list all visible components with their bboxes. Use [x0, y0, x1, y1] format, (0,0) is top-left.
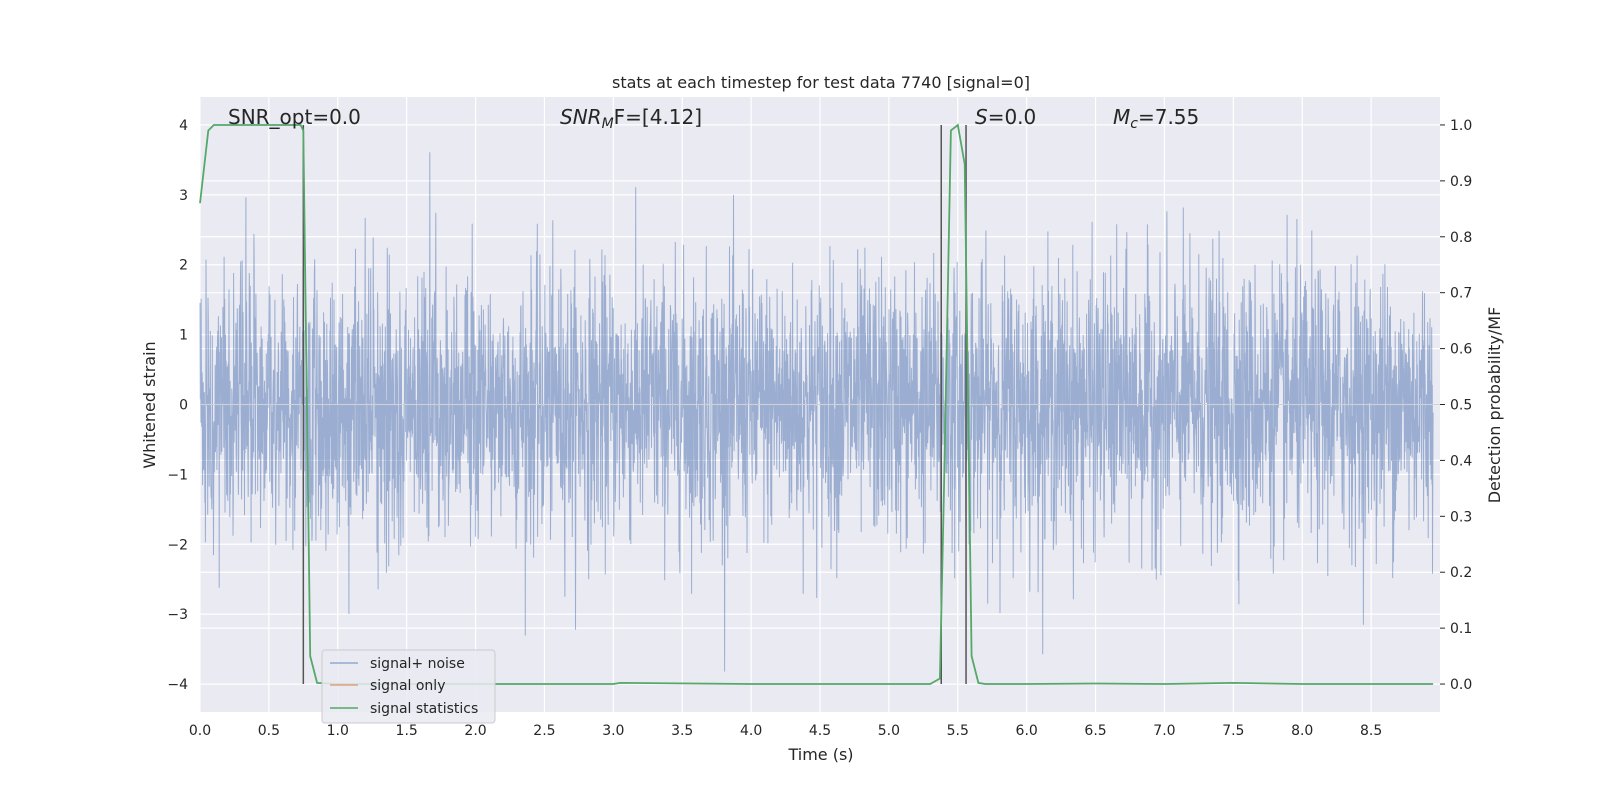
y-tick-label-right: 0.5: [1450, 398, 1472, 414]
y-axis-label: Whitened strain: [140, 341, 159, 468]
y-tick-label: 1: [179, 328, 188, 344]
noise-series: [199, 152, 1434, 672]
annotation-mc-main: M: [1113, 105, 1130, 129]
y-tick-label-right: 0.1: [1450, 621, 1472, 637]
x-tick-label: 7.5: [1222, 723, 1244, 739]
x-tick-label: 5.0: [878, 723, 900, 739]
x-tick-label: 8.5: [1360, 723, 1382, 739]
x-tick-label: 1.5: [396, 723, 418, 739]
signal-statistics-line: [199, 123, 1434, 685]
x-tick-label: 4.5: [809, 723, 831, 739]
annotation-snr-mf: SNRMF=[4.12]: [560, 105, 702, 132]
x-tick-label: 1.0: [327, 723, 349, 739]
y-axis-label-right: Detection probability/MF: [1485, 307, 1504, 504]
x-tick-label: 3.5: [671, 723, 693, 739]
x-tick-label: 0.0: [189, 723, 211, 739]
y-tick-label: 0: [179, 398, 188, 414]
x-tick-label: 3.0: [602, 723, 624, 739]
legend-label-signal-statistics: signal statistics: [370, 701, 478, 717]
y-tick-label-right: 0.9: [1450, 174, 1472, 190]
annotation-s: S=0.0: [975, 105, 1036, 129]
legend-label-signal-noise: signal+ noise: [370, 656, 465, 672]
annotation-mc-sub: c: [1130, 116, 1138, 132]
annotation-s-italic: S: [975, 105, 988, 129]
x-tick-label: 2.5: [533, 723, 555, 739]
x-tick-label: 4.0: [740, 723, 762, 739]
statistics-series: [199, 123, 1434, 685]
y-tick-label: −4: [167, 677, 188, 693]
legend-box: [321, 649, 496, 724]
y-tick-label-right: 0.3: [1450, 509, 1472, 525]
x-tick-label: 6.5: [1084, 723, 1106, 739]
x-tick-label: 2.0: [464, 723, 486, 739]
y-tick-label-right: 0.8: [1450, 230, 1472, 246]
y-tick-label-right: 1.0: [1450, 118, 1472, 134]
y-ticks-right: 1.0 0.9 0.8 0.7 0.6 0.5 0.4 0.3 0.2 0.1 0.0: [1440, 118, 1472, 693]
y-tick-label: −1: [167, 467, 188, 483]
annotation-snr-mf-rest: F=[4.12]: [614, 105, 702, 129]
y-tick-label: 4: [179, 118, 188, 134]
annotation-snr-mf-main: SNR: [560, 105, 602, 129]
y-tick-label: −2: [167, 537, 188, 553]
annotation-s-rest: =0.0: [988, 105, 1037, 129]
x-tick-label: 5.5: [947, 723, 969, 739]
x-axis-label: Time (s): [787, 745, 853, 764]
x-ticks: 0.0 0.5 1.0 1.5 2.0 2.5 3.0 3.5 4.0 4.5 5.0 5.5 6.0 6…: [189, 723, 1382, 739]
y-tick-label: 2: [179, 258, 188, 274]
annotation-snr-mf-sub: M: [602, 116, 614, 132]
annotation-mc: Mc=7.55: [1113, 105, 1199, 132]
signal-noise-line: [199, 152, 1434, 672]
chart-title: stats at each timestep for test data 774…: [612, 73, 1030, 92]
x-tick-label: 6.0: [1016, 723, 1038, 739]
y-tick-label-right: 0.0: [1450, 677, 1472, 693]
legend: signal+ noise signal only signal statist…: [321, 649, 496, 724]
x-tick-label: 0.5: [258, 723, 280, 739]
legend-label-signal-only: signal only: [370, 678, 445, 694]
y-tick-label: −3: [167, 607, 188, 623]
y-tick-label-right: 0.4: [1450, 453, 1472, 469]
annotation-snr-opt: SNR_opt=0.0: [228, 105, 361, 129]
y-tick-label-right: 0.2: [1450, 565, 1472, 581]
x-tick-label: 7.0: [1153, 723, 1175, 739]
x-tick-label: 8.0: [1291, 723, 1313, 739]
y-tick-label-right: 0.7: [1450, 286, 1472, 302]
y-ticks: 4 3 2 1 0 −1 −2 −3 −4: [167, 118, 188, 693]
y-tick-label-right: 0.6: [1450, 342, 1472, 358]
annotation-mc-rest: =7.55: [1138, 105, 1199, 129]
y-tick-label: 3: [179, 188, 188, 204]
